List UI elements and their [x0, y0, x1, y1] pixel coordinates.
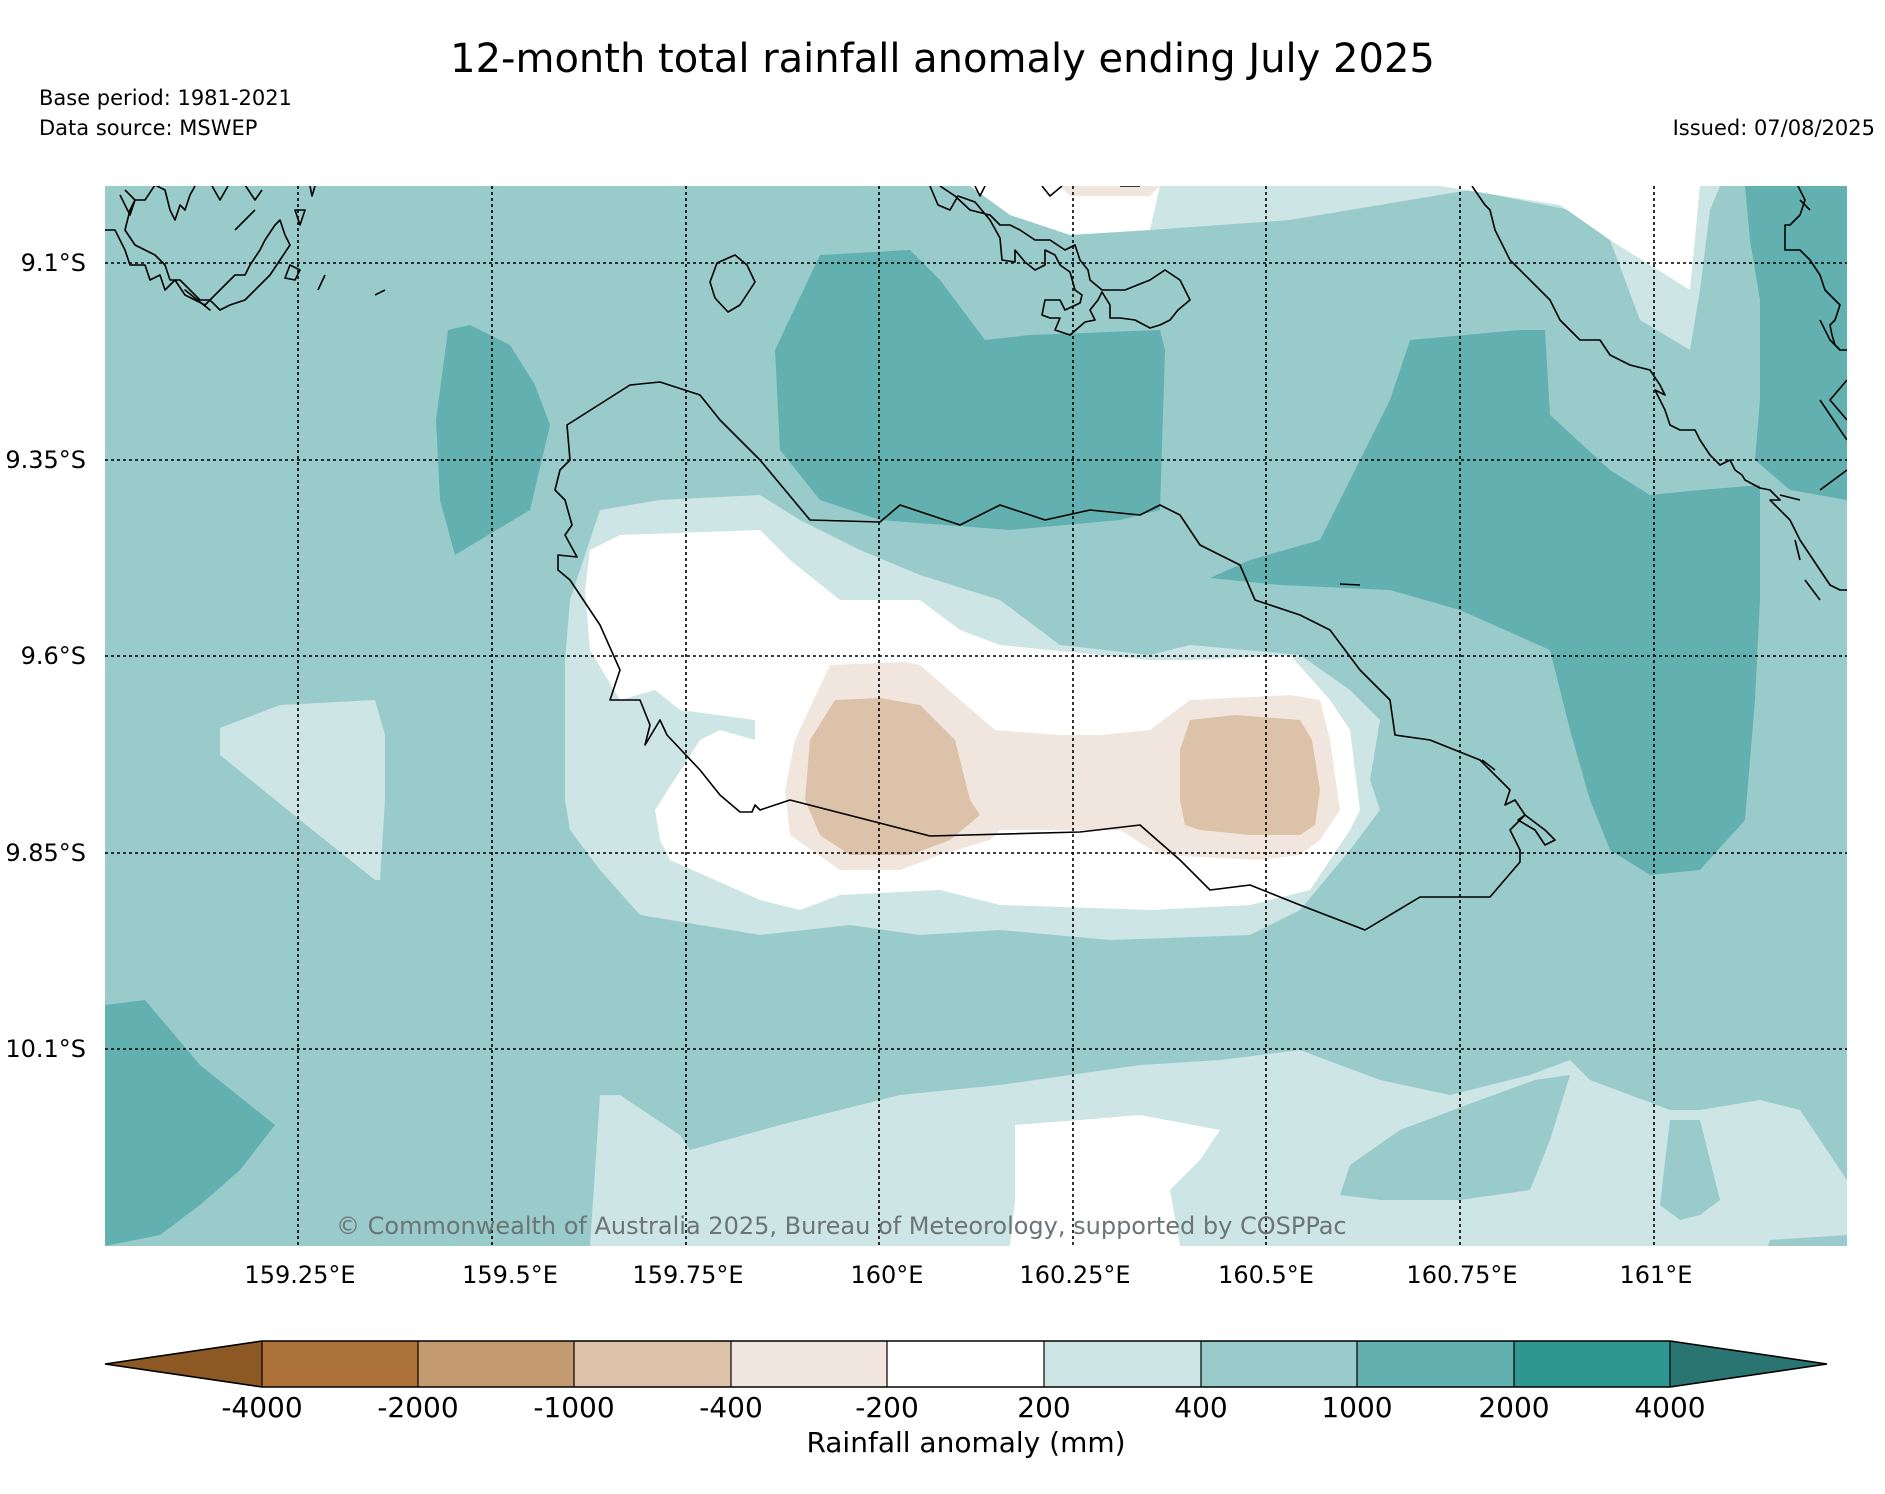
lat-tick-label: 10.1°S: [5, 1035, 86, 1063]
anomaly-band-minus200-minus400: [1060, 186, 1160, 196]
anomaly-band-200-400: [1000, 186, 1720, 350]
anomaly-band-400-1000: [1340, 1075, 1570, 1200]
anomaly-band-neutral: [1250, 186, 1700, 290]
lon-tick-label: 160.25°E: [1019, 1261, 1130, 1289]
base-period-label: Base period: 1981-2021: [39, 86, 292, 110]
issued-date-label: Issued: 07/08/2025: [1672, 116, 1875, 140]
anomaly-band-1000-2000: [1745, 186, 1847, 500]
colorbar-tick-label: -1000: [533, 1391, 614, 1424]
map-area: © Commonwealth of Australia 2025, Bureau…: [105, 186, 1847, 1246]
data-source-label: Data source: MSWEP: [39, 116, 258, 140]
lon-tick-label: 159.25°E: [244, 1261, 355, 1289]
colorbar-tick-label: 2000: [1478, 1391, 1549, 1424]
lon-tick-label: 160.75°E: [1406, 1261, 1517, 1289]
lon-tick-label: 161°E: [1620, 1261, 1693, 1289]
anomaly-band-1000-2000: [436, 325, 550, 555]
lat-tick-label: 9.6°S: [21, 642, 86, 670]
anomaly-band-neutral: [1010, 1115, 1220, 1246]
anomaly-band-neutral: [970, 186, 1160, 235]
lat-tick-label: 9.85°S: [5, 839, 86, 867]
copyright-notice: © Commonwealth of Australia 2025, Bureau…: [336, 1212, 1347, 1240]
anomaly-band-400-1000: [1768, 1235, 1847, 1246]
latitude-tick-labels: 9.1°S 9.35°S 9.6°S 9.85°S 10.1°S: [5, 249, 86, 1063]
colorbar-tick-label: -2000: [377, 1391, 458, 1424]
anomaly-band-200-400: [220, 700, 385, 880]
colorbar-segment: [1514, 1341, 1670, 1387]
colorbar-segment: [574, 1341, 731, 1387]
anomaly-band-minus400-minus1000: [1180, 715, 1320, 835]
lon-tick-label: 160.5°E: [1218, 1261, 1314, 1289]
lat-tick-label: 9.35°S: [5, 446, 86, 474]
lon-tick-label: 159.5°E: [462, 1261, 558, 1289]
colorbar-segment: [262, 1341, 418, 1387]
colorbar-segment: [1357, 1341, 1514, 1387]
colorbar-tick-label: 1000: [1321, 1391, 1392, 1424]
colorbar: -4000 -2000 -1000 -400 -200 200 400 1000…: [104, 1340, 1828, 1459]
colorbar-tick-label: -4000: [221, 1391, 302, 1424]
colorbar-segment: [418, 1341, 574, 1387]
anomaly-band-1000-2000: [105, 1000, 275, 1246]
graticule: [105, 186, 1847, 1246]
colorbar-tick-label: 200: [1017, 1391, 1070, 1424]
colorbar-tick-label: -200: [855, 1391, 919, 1424]
colorbar-segment: [1670, 1341, 1827, 1387]
anomaly-band-1000-2000: [1210, 330, 1760, 875]
colorbar-label: Rainfall anomaly (mm): [806, 1426, 1125, 1459]
colorbar-segment: [887, 1341, 1044, 1387]
colorbar-tick-label: -400: [699, 1391, 763, 1424]
colorbar-segment: [105, 1341, 262, 1387]
colorbar-segment: [1044, 1341, 1201, 1387]
colorbar-tick-label: 4000: [1634, 1391, 1705, 1424]
lon-tick-label: 160°E: [851, 1261, 924, 1289]
coastline: [105, 186, 1847, 931]
colorbar-dividers: [261, 1341, 1671, 1387]
lat-tick-label: 9.1°S: [21, 249, 86, 277]
lon-tick-label: 159.75°E: [632, 1261, 743, 1289]
colorbar-segment: [731, 1341, 887, 1387]
colorbar-tick-label: 400: [1174, 1391, 1227, 1424]
colorbar-segment: [1201, 1341, 1357, 1387]
anomaly-band-400-1000: [1660, 1120, 1720, 1220]
longitude-tick-labels: 159.25°E 159.5°E 159.75°E 160°E 160.25°E…: [244, 1261, 1692, 1289]
map-title: 12-month total rainfall anomaly ending J…: [450, 36, 1435, 82]
